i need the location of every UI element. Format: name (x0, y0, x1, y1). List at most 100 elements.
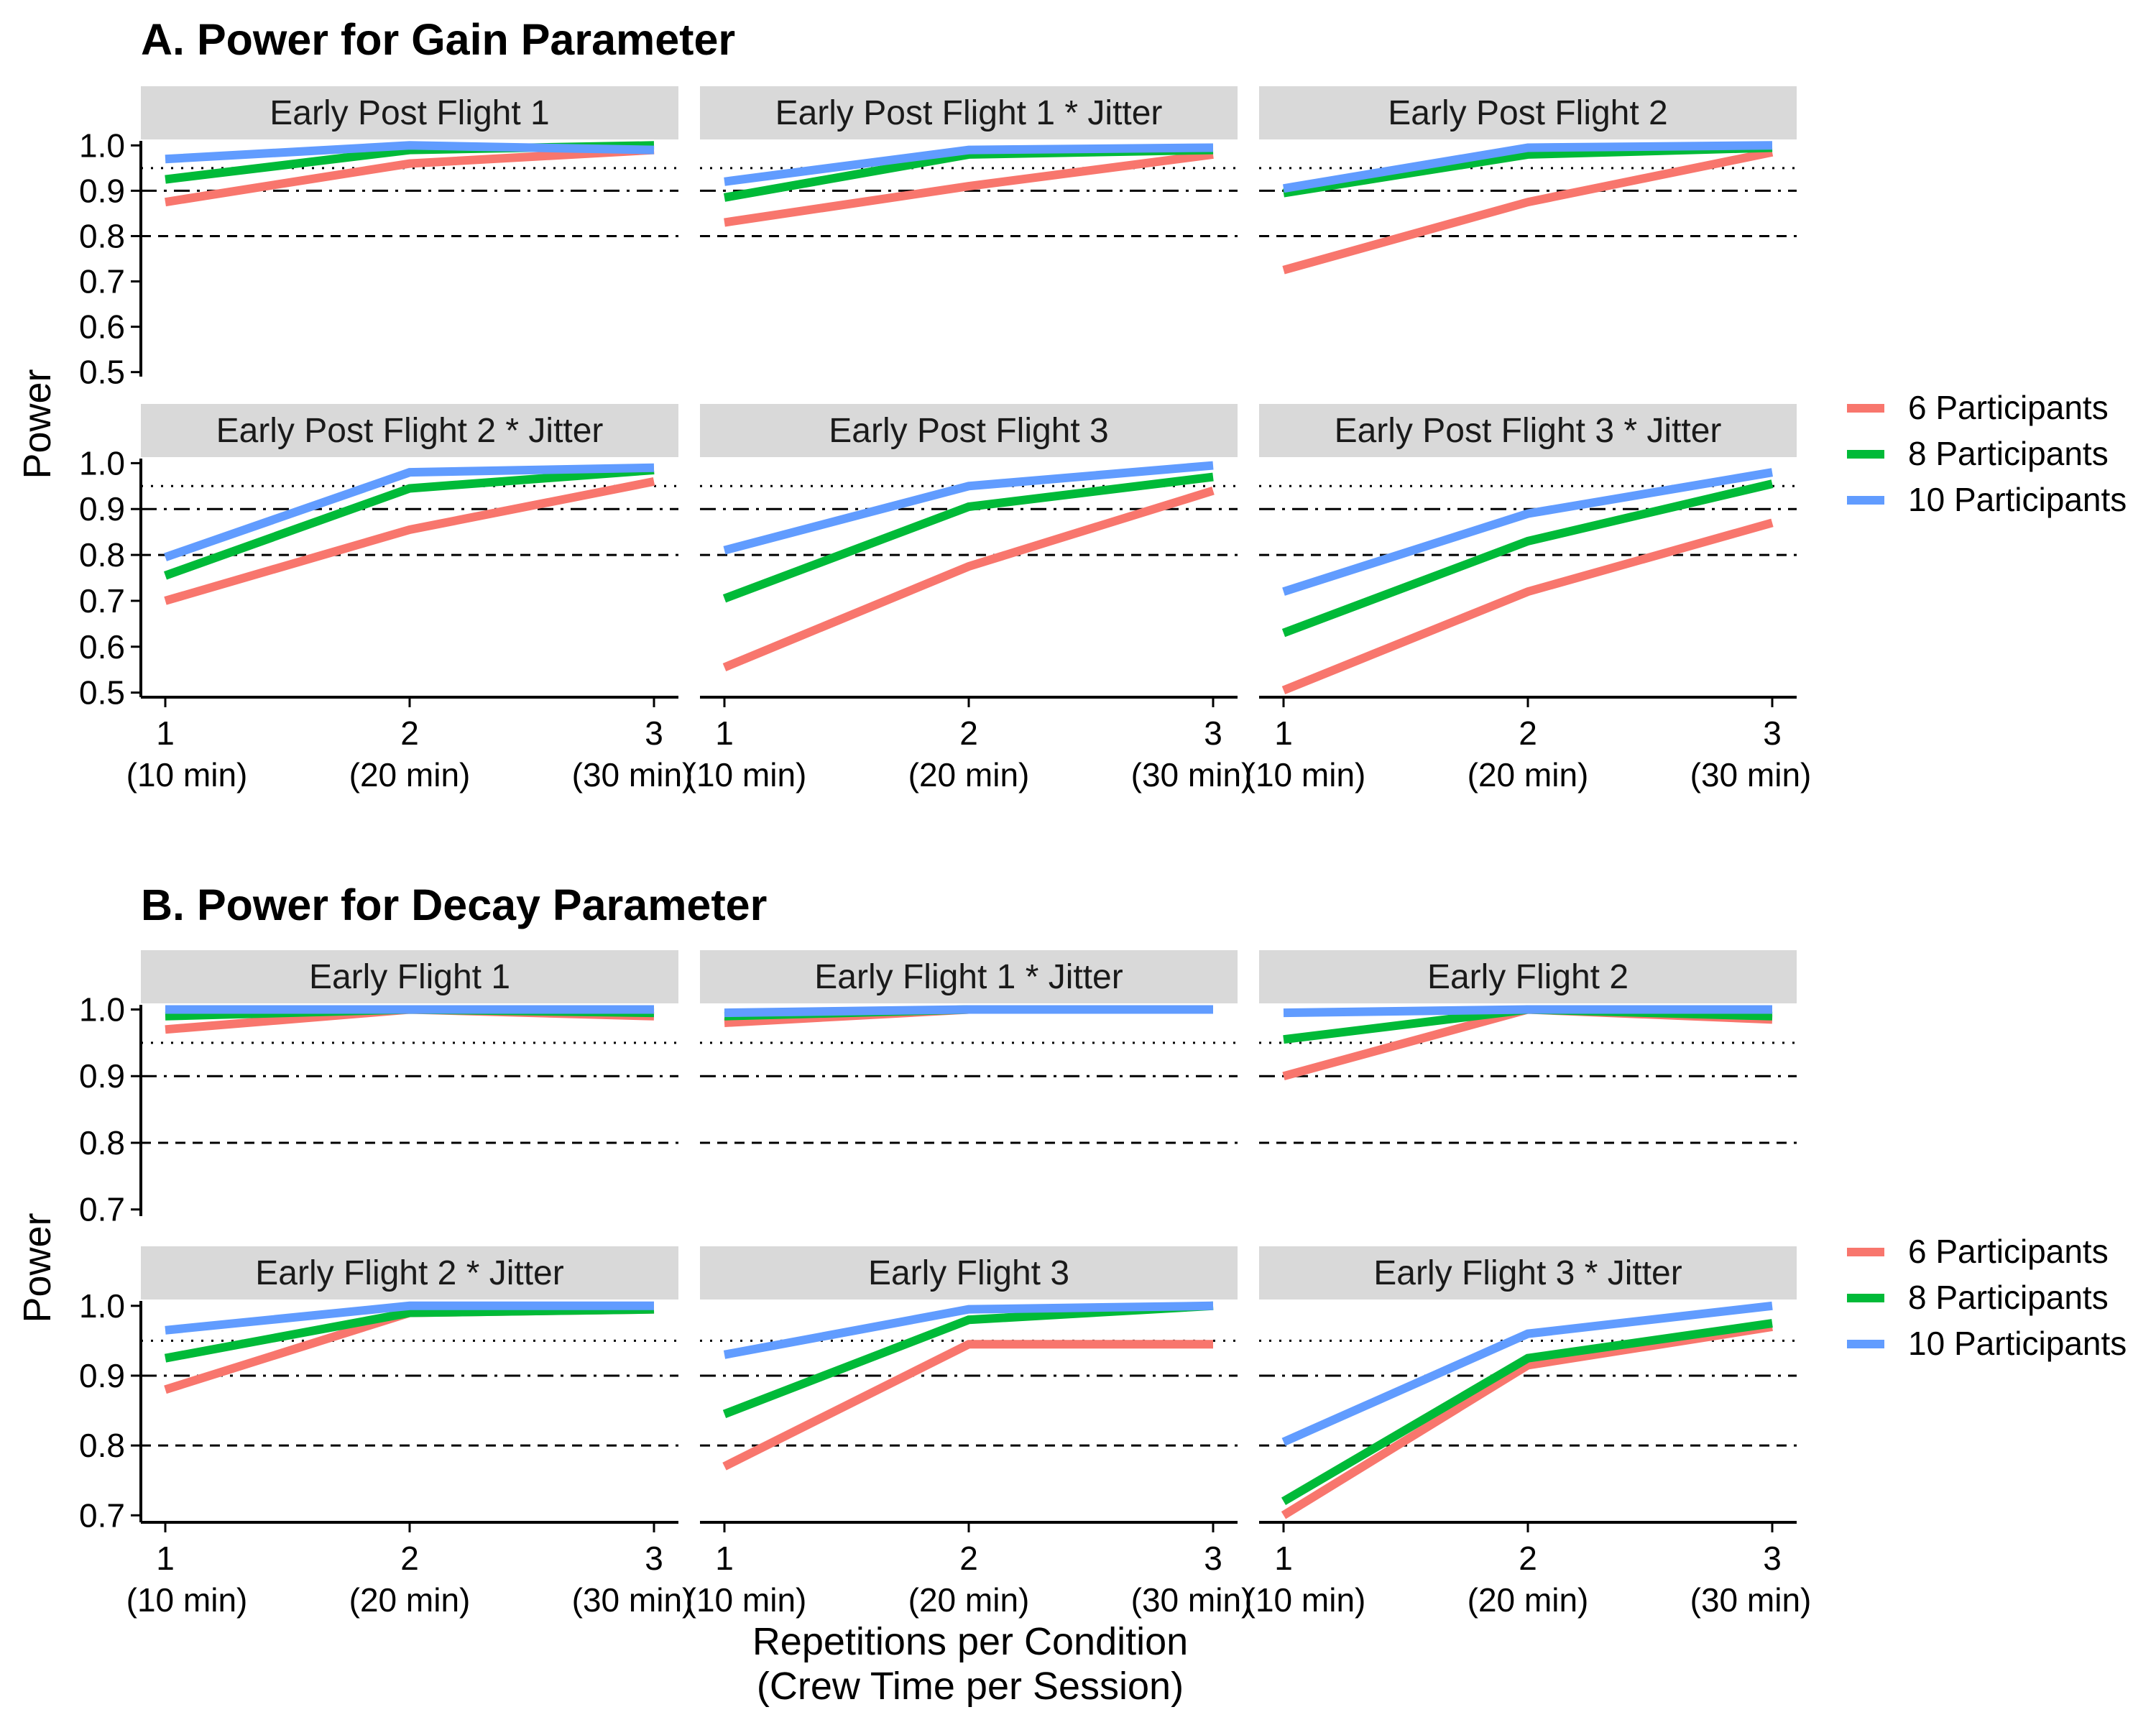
x-tick-label-time: (20 min) (908, 756, 1030, 794)
x-tick-label-number: 2 (400, 1540, 419, 1577)
x-tick-label-time: (10 min) (1245, 756, 1366, 794)
x-tick-label-time: (30 min) (1690, 756, 1812, 794)
panel-strip-label: Early Post Flight 2 * Jitter (216, 412, 604, 450)
panel-early-post-flight-2: Early Post Flight 2 (1259, 86, 1797, 275)
x-tick-label-number: 1 (156, 1540, 175, 1577)
section-a-legend: 6 Participants 8 Participants 10 Partici… (1847, 389, 2127, 518)
x-tick-label-number: 2 (959, 714, 978, 752)
x-tick-label-number: 3 (645, 714, 663, 752)
x-tick-label-time: (10 min) (126, 1581, 248, 1619)
x-tick-label-time: (20 min) (908, 1581, 1030, 1619)
panel-early-flight-3-jitter: Early Flight 3 * Jitter 1 (10 min) 2 (20 min… (1245, 1246, 1812, 1619)
series-line-10-participants (1282, 468, 1773, 596)
series-line-10-participants (1281, 1301, 1773, 1446)
section-b-title: B. Power for Decay Parameter (141, 880, 767, 929)
panel-strip (141, 404, 678, 457)
y-tick-label: 0.7 (79, 1496, 125, 1534)
series-line-6-participants (722, 486, 1215, 672)
legend-label-8-participants: 8 Participants (1908, 1279, 2109, 1316)
legend-label-6-participants: 6 Participants (1908, 389, 2109, 426)
panel-strip (1259, 86, 1797, 139)
section-b-y-axis-title: Power (16, 1213, 59, 1322)
legend-label-8-participants: 8 Participants (1908, 435, 2109, 472)
series-line-10-participants (724, 143, 1214, 186)
x-tick-label-number: 1 (1274, 714, 1293, 752)
y-tick-label: 0.8 (79, 1124, 125, 1162)
series-line-8-participants (722, 1301, 1214, 1418)
series-line-8-participants (1281, 1319, 1773, 1506)
x-tick-label-time: (10 min) (126, 756, 248, 794)
series-line-6-participants (1281, 518, 1774, 694)
x-tick-label-number: 1 (1274, 1540, 1293, 1577)
series-line-6-participants (724, 150, 1214, 227)
series-line-10-participants (1283, 141, 1773, 193)
series-line-10-participants (1283, 1005, 1772, 1018)
x-tick-label-number: 3 (1763, 1540, 1782, 1577)
y-tick-label: 0.8 (79, 536, 125, 574)
y-tick-label: 1.0 (79, 126, 125, 164)
y-tick-label: 0.8 (79, 217, 125, 254)
series-line-6-participants (165, 145, 655, 207)
x-axis-title-line-2: (Crew Time per Session) (757, 1665, 1184, 1708)
panel-strip (1259, 1246, 1797, 1300)
x-tick-label-time: (30 min) (572, 756, 694, 794)
panel-early-post-flight-1-jitter: Early Post Flight 1 * Jitter (700, 86, 1238, 237)
series-line-10-participants (724, 1005, 1213, 1018)
series-line-6-participants (1281, 1322, 1773, 1519)
x-tick-label-time: (10 min) (686, 1581, 807, 1619)
series-line-8-participants (722, 472, 1214, 603)
x-tick-label-number: 2 (1519, 1540, 1537, 1577)
x-tick-label-number: 3 (645, 1540, 663, 1577)
y-tick-label: 0.9 (79, 1057, 125, 1095)
x-tick-label-time: (20 min) (349, 756, 471, 794)
y-tick-label: 1.0 (79, 990, 125, 1028)
y-tick-label: 0.5 (79, 674, 125, 712)
x-tick-label-number: 3 (1763, 714, 1782, 752)
panel-strip (700, 86, 1238, 139)
panel-strip-label: Early Post Flight 3 (829, 412, 1108, 450)
section-a-title: A. Power for Gain Parameter (141, 15, 735, 64)
series-line-10-participants (723, 461, 1214, 555)
section-a-y-axis-title: Power (16, 369, 59, 479)
x-tick-label-time: (30 min) (1131, 756, 1253, 794)
x-tick-label-time: (30 min) (572, 1581, 694, 1619)
y-tick-label: 0.7 (79, 582, 125, 620)
series-line-8-participants (163, 465, 655, 580)
section-a-gain: A. Power for Gain Parameter Power 6 Part… (16, 15, 2127, 518)
x-tick-label-number: 3 (1204, 1540, 1222, 1577)
x-tick-label-time: (30 min) (1690, 1581, 1812, 1619)
x-tick-label-time: (20 min) (349, 1581, 471, 1619)
panel-early-flight-1: Early Flight 1 0.7 0.8 0.9 1.0 (79, 950, 678, 1228)
panel-early-post-flight-1: Early Post Flight 1 0.5 0.6 0.7 0.8 0.9 1.0 (79, 86, 678, 391)
panel-early-post-flight-2-jitter: Early Post Flight 2 * Jitter 0.5 0.6 0.7 0.8… (79, 404, 693, 794)
panel-strip-label: Early Post Flight 1 (270, 94, 549, 132)
panel-strip (1259, 950, 1797, 1003)
panel-early-flight-2-jitter: Early Flight 2 * Jitter 0.7 0.8 0.9 1.0 1 (10 … (79, 1246, 693, 1619)
legend-label-10-participants: 10 Participants (1908, 1325, 2127, 1362)
y-tick-label: 0.7 (79, 1191, 125, 1228)
x-tick-label-number: 2 (400, 714, 419, 752)
series-line-6-participants (1282, 147, 1774, 275)
series-line-10-participants (165, 141, 655, 164)
series-line-6-participants (164, 477, 655, 605)
panel-strip-label: Early Post Flight 2 (1388, 94, 1667, 132)
panel-strip (700, 404, 1238, 457)
x-tick-label-number: 1 (156, 714, 175, 752)
y-tick-label: 0.9 (79, 1357, 125, 1394)
x-tick-label-number: 2 (959, 1540, 978, 1577)
y-tick-label: 0.8 (79, 1427, 125, 1464)
x-tick-label-number: 1 (715, 1540, 734, 1577)
panel-strip-label: Early Post Flight 3 * Jitter (1335, 412, 1722, 450)
section-b-legend: 6 Participants 8 Participants 10 Partici… (1847, 1233, 2127, 1362)
panel-strip-label: Early Post Flight 1 * Jitter (775, 94, 1163, 132)
x-tick-label-number: 3 (1204, 714, 1222, 752)
facet-panels: Early Post Flight 10.50.60.70.80.91.0Ear… (79, 86, 1811, 1619)
panel-strip (700, 1246, 1238, 1300)
x-axis-title-line-1: Repetitions per Condition (752, 1620, 1188, 1663)
section-b-decay: B. Power for Decay Parameter Power 6 Par… (16, 880, 2127, 1362)
series-line-10-participants (723, 1301, 1214, 1359)
legend-label-10-participants: 10 Participants (1908, 481, 2127, 518)
x-axis-title: Repetitions per Condition (Crew Time per… (752, 1620, 1188, 1708)
